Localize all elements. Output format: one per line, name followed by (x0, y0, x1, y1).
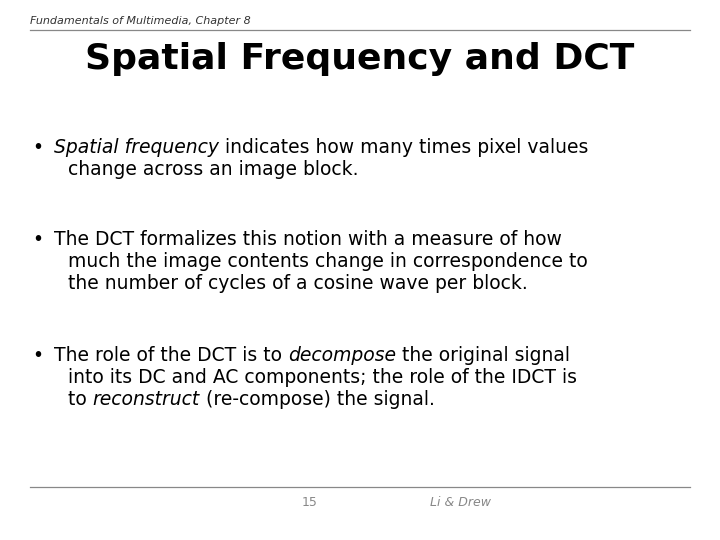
Text: the original signal: the original signal (396, 346, 570, 365)
Text: (re-compose) the signal.: (re-compose) the signal. (200, 390, 435, 409)
Text: Spatial frequency: Spatial frequency (54, 138, 219, 157)
Text: the number of cycles of a cosine wave per block.: the number of cycles of a cosine wave pe… (68, 274, 528, 293)
Text: Spatial Frequency and DCT: Spatial Frequency and DCT (85, 42, 635, 76)
Text: to: to (68, 390, 93, 409)
Text: reconstruct: reconstruct (93, 390, 200, 409)
Text: •: • (32, 230, 43, 249)
Text: decompose: decompose (288, 346, 396, 365)
Text: Li & Drew: Li & Drew (430, 496, 490, 509)
Text: The DCT formalizes this notion with a measure of how: The DCT formalizes this notion with a me… (54, 230, 562, 249)
Text: Fundamentals of Multimedia, Chapter 8: Fundamentals of Multimedia, Chapter 8 (30, 16, 251, 26)
Text: The role of the DCT is to: The role of the DCT is to (54, 346, 288, 365)
Text: indicates how many times pixel values: indicates how many times pixel values (219, 138, 588, 157)
Text: much the image contents change in correspondence to: much the image contents change in corres… (68, 252, 588, 271)
Text: •: • (32, 346, 43, 365)
Text: •: • (32, 138, 43, 157)
Text: 15: 15 (302, 496, 318, 509)
Text: into its DC and AC components; the role of the IDCT is: into its DC and AC components; the role … (68, 368, 577, 387)
Text: change across an image block.: change across an image block. (68, 160, 359, 179)
